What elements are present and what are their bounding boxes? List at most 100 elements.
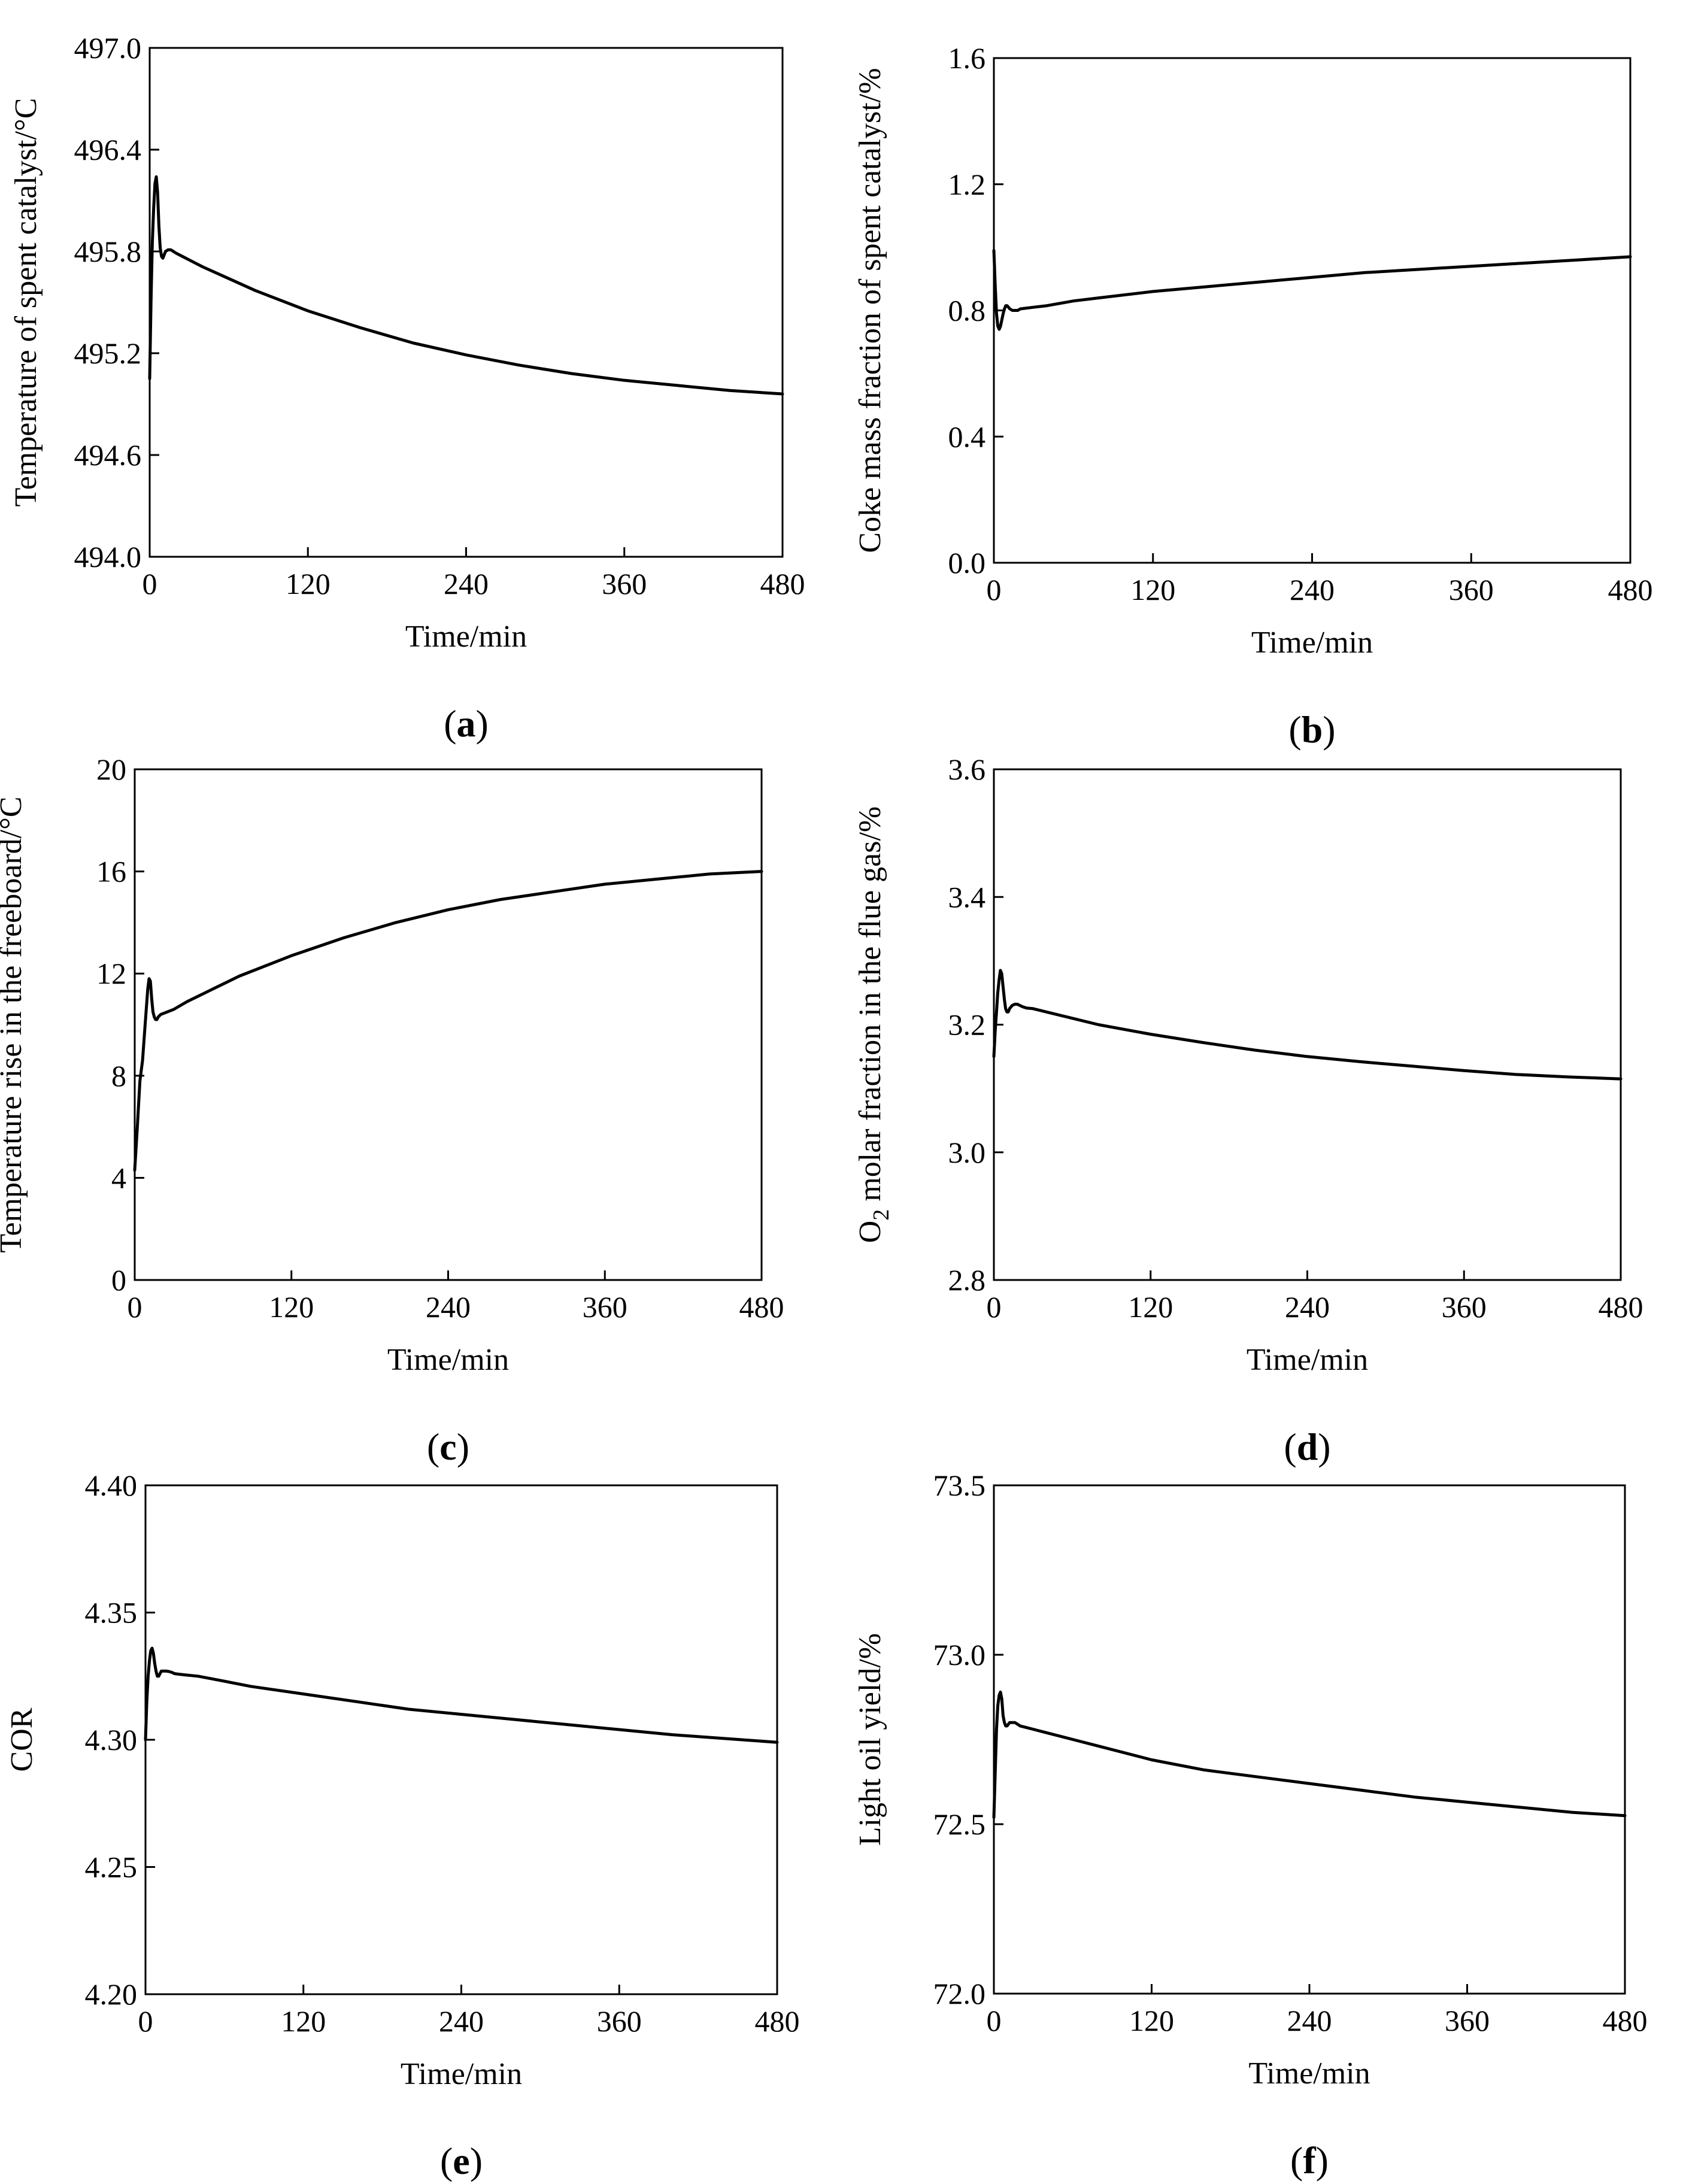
chart-panel-c: 0 120 240 360 480 0 4 8 12 16 20 Time/min Temperatur… — [0, 753, 784, 1468]
x-tick-label: 0 — [128, 1290, 142, 1324]
x-tick-label: 480 — [1599, 1290, 1643, 1324]
panel-caption-open: ( — [1288, 708, 1301, 751]
y-tick-label: 16 — [96, 855, 126, 888]
x-tick-label: 360 — [1442, 1290, 1487, 1324]
panel-caption-close: ) — [1316, 2139, 1329, 2182]
y-tick-label: 496.4 — [74, 133, 142, 166]
x-tick-label: 0 — [987, 2004, 1002, 2037]
x-tick-label: 360 — [597, 2004, 642, 2038]
x-tick-label: 480 — [1608, 573, 1653, 606]
y-tick-label: 4.25 — [85, 1851, 138, 1884]
panel-caption-open: ( — [1290, 2139, 1303, 2182]
panel-caption-close: ) — [1323, 708, 1335, 751]
chart-panel-f: 0 120 240 360 480 72.0 72.5 73.0 73.5 Time/min Lig… — [853, 1469, 1648, 2182]
panel-caption-letter: d — [1297, 1425, 1318, 1468]
y-tick-label: 495.8 — [74, 235, 142, 268]
panel-caption-letter: f — [1303, 2139, 1316, 2182]
y-tick-label: 4 — [111, 1161, 126, 1194]
y-tick-label: 0.0 — [948, 546, 986, 580]
panel-caption-close: ) — [470, 2140, 483, 2182]
y-axis-label: Coke mass fraction of spent catalyst/% — [853, 68, 887, 553]
x-tick-label: 480 — [760, 567, 805, 600]
y-tick-label: 495.2 — [74, 336, 142, 370]
y-tick-label: 73.0 — [933, 1638, 986, 1672]
y-tick-label: 12 — [96, 957, 126, 990]
y-tick-label: 497.0 — [74, 31, 142, 65]
y-tick-label: 72.5 — [933, 1807, 986, 1841]
x-axis-label: Time/min — [401, 2057, 522, 2091]
series-line-b-0 — [992, 248, 1632, 331]
panel-caption-close: ) — [476, 702, 489, 745]
x-tick-label: 0 — [138, 2004, 153, 2038]
x-tick-label: 480 — [755, 2004, 800, 2038]
y-tick-label: 0.4 — [948, 420, 986, 453]
chart-panel-e: 0 120 240 360 480 4.20 4.25 4.30 4.35 4.40 Time/mi… — [5, 1469, 800, 2182]
panel-caption-letter: a — [457, 702, 476, 745]
x-tick-label: 120 — [281, 2004, 326, 2038]
x-tick-label: 120 — [269, 1290, 314, 1324]
panel-caption: (d) — [1284, 1425, 1330, 1468]
x-tick-label: 120 — [286, 567, 330, 600]
plot-frame — [148, 47, 784, 558]
y-tick-label: 4.20 — [85, 1977, 138, 2011]
y-tick-label: 3.6 — [948, 753, 986, 786]
x-tick-label: 120 — [1129, 2004, 1174, 2037]
panel-caption-close: ) — [1318, 1425, 1330, 1468]
y-tick-label: 1.6 — [948, 41, 986, 75]
y-tick-label: 494.6 — [74, 438, 142, 472]
x-tick-label: 0 — [987, 573, 1002, 606]
y-tick-label: 1.2 — [948, 168, 986, 201]
x-tick-label: 240 — [1287, 2004, 1332, 2037]
y-axis-label-rest: molar fraction in the flue gas/% — [853, 806, 887, 1209]
x-tick-label: 240 — [439, 2004, 484, 2038]
y-axis-label-main: O — [853, 1221, 887, 1243]
panel-caption-letter: b — [1302, 708, 1323, 751]
x-tick-label: 360 — [1449, 573, 1494, 606]
y-tick-label: 0 — [111, 1263, 126, 1297]
y-tick-label: 0.8 — [948, 294, 986, 327]
series-line-e-0 — [144, 1646, 779, 1744]
x-axis-label: Time/min — [1247, 1343, 1368, 1377]
series-line-a-0 — [148, 175, 784, 396]
x-tick-label: 480 — [739, 1290, 784, 1324]
series-line-f-0 — [992, 1690, 1627, 1819]
plot-frame — [993, 1484, 1626, 1995]
x-tick-label: 0 — [987, 1290, 1002, 1324]
series-line-c-0 — [133, 870, 763, 1172]
panel-caption: (e) — [440, 2140, 483, 2182]
y-tick-label: 72.0 — [933, 1977, 986, 2010]
x-tick-label: 0 — [142, 567, 157, 600]
panel-caption-letter: e — [453, 2140, 469, 2182]
panel-caption-letter: c — [439, 1425, 456, 1468]
x-axis-label: Time/min — [405, 620, 527, 654]
y-tick-label: 73.5 — [933, 1469, 986, 1502]
x-tick-label: 240 — [444, 567, 489, 600]
panel-caption-open: ( — [440, 2140, 453, 2182]
panel-caption-close: ) — [457, 1425, 469, 1468]
x-tick-label: 480 — [1603, 2004, 1648, 2037]
y-tick-label: 20 — [96, 753, 126, 786]
x-axis-label: Time/min — [387, 1343, 509, 1377]
y-axis-label: COR — [5, 1707, 39, 1772]
panel-caption-open: ( — [1284, 1425, 1296, 1468]
y-tick-label: 494.0 — [74, 540, 142, 574]
panel-caption: (c) — [427, 1425, 469, 1468]
y-tick-label: 3.4 — [948, 880, 986, 914]
x-tick-label: 240 — [426, 1290, 471, 1324]
series-line-d-0 — [992, 969, 1623, 1081]
x-tick-label: 240 — [1285, 1290, 1330, 1324]
x-tick-label: 360 — [583, 1290, 627, 1324]
y-tick-label: 4.30 — [85, 1723, 138, 1757]
x-tick-label: 240 — [1290, 573, 1335, 606]
plot-frame — [144, 1484, 778, 1995]
y-axis-label: Temperature rise in the freeboard/°C — [0, 796, 28, 1252]
y-tick-label: 3.2 — [948, 1008, 986, 1042]
y-axis-label: Temperature of spent catalyst/°C — [9, 98, 43, 507]
plot-frame — [993, 57, 1632, 564]
plot-frame — [134, 768, 763, 1281]
y-tick-label: 8 — [111, 1059, 126, 1093]
y-axis-label-subscript: 2 — [869, 1209, 894, 1221]
y-tick-label: 4.40 — [85, 1469, 138, 1502]
x-tick-label: 360 — [1445, 2004, 1490, 2037]
